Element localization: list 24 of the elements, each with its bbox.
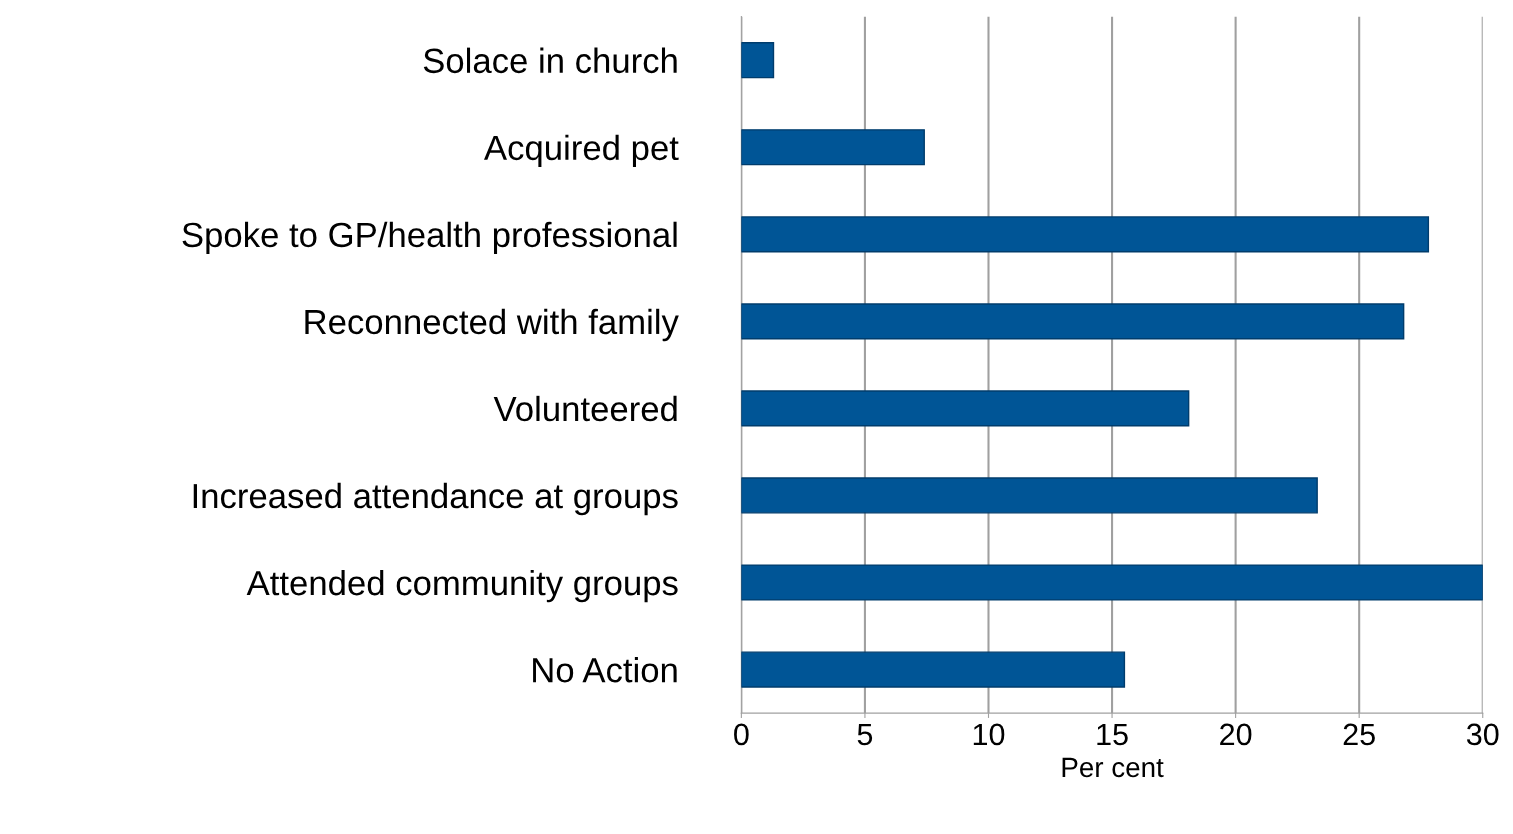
y-tick-label: Spoke to GP/health professional (182, 221, 677, 255)
bar (741, 651, 1126, 688)
x-axis-title: Per cent (1062, 757, 1164, 778)
y-tick-label: Attended community groups (246, 569, 678, 603)
bar (741, 216, 1430, 253)
y-tick-label: Reconnected with family (305, 308, 679, 342)
bar (741, 390, 1190, 427)
bar (741, 477, 1318, 514)
x-tick-label: 25 (1343, 723, 1375, 746)
x-tick-label: 5 (857, 723, 873, 746)
bar (741, 564, 1483, 601)
bar (741, 42, 775, 79)
y-tick-label: Volunteered (493, 395, 677, 422)
x-tick-label: 30 (1466, 723, 1499, 746)
y-tick-label: Solace in church (423, 47, 677, 74)
y-tick-label: Acquired pet (484, 134, 679, 168)
bar (741, 303, 1405, 340)
bar (741, 129, 925, 166)
x-tick-label: 20 (1220, 723, 1252, 746)
x-tick-label: 15 (1097, 723, 1128, 746)
x-tick-label: 0 (734, 723, 749, 746)
y-tick-label: Increased attendance at groups (193, 482, 678, 516)
x-tick-label: 10 (973, 723, 1005, 746)
y-tick-label: No Action (533, 656, 677, 683)
